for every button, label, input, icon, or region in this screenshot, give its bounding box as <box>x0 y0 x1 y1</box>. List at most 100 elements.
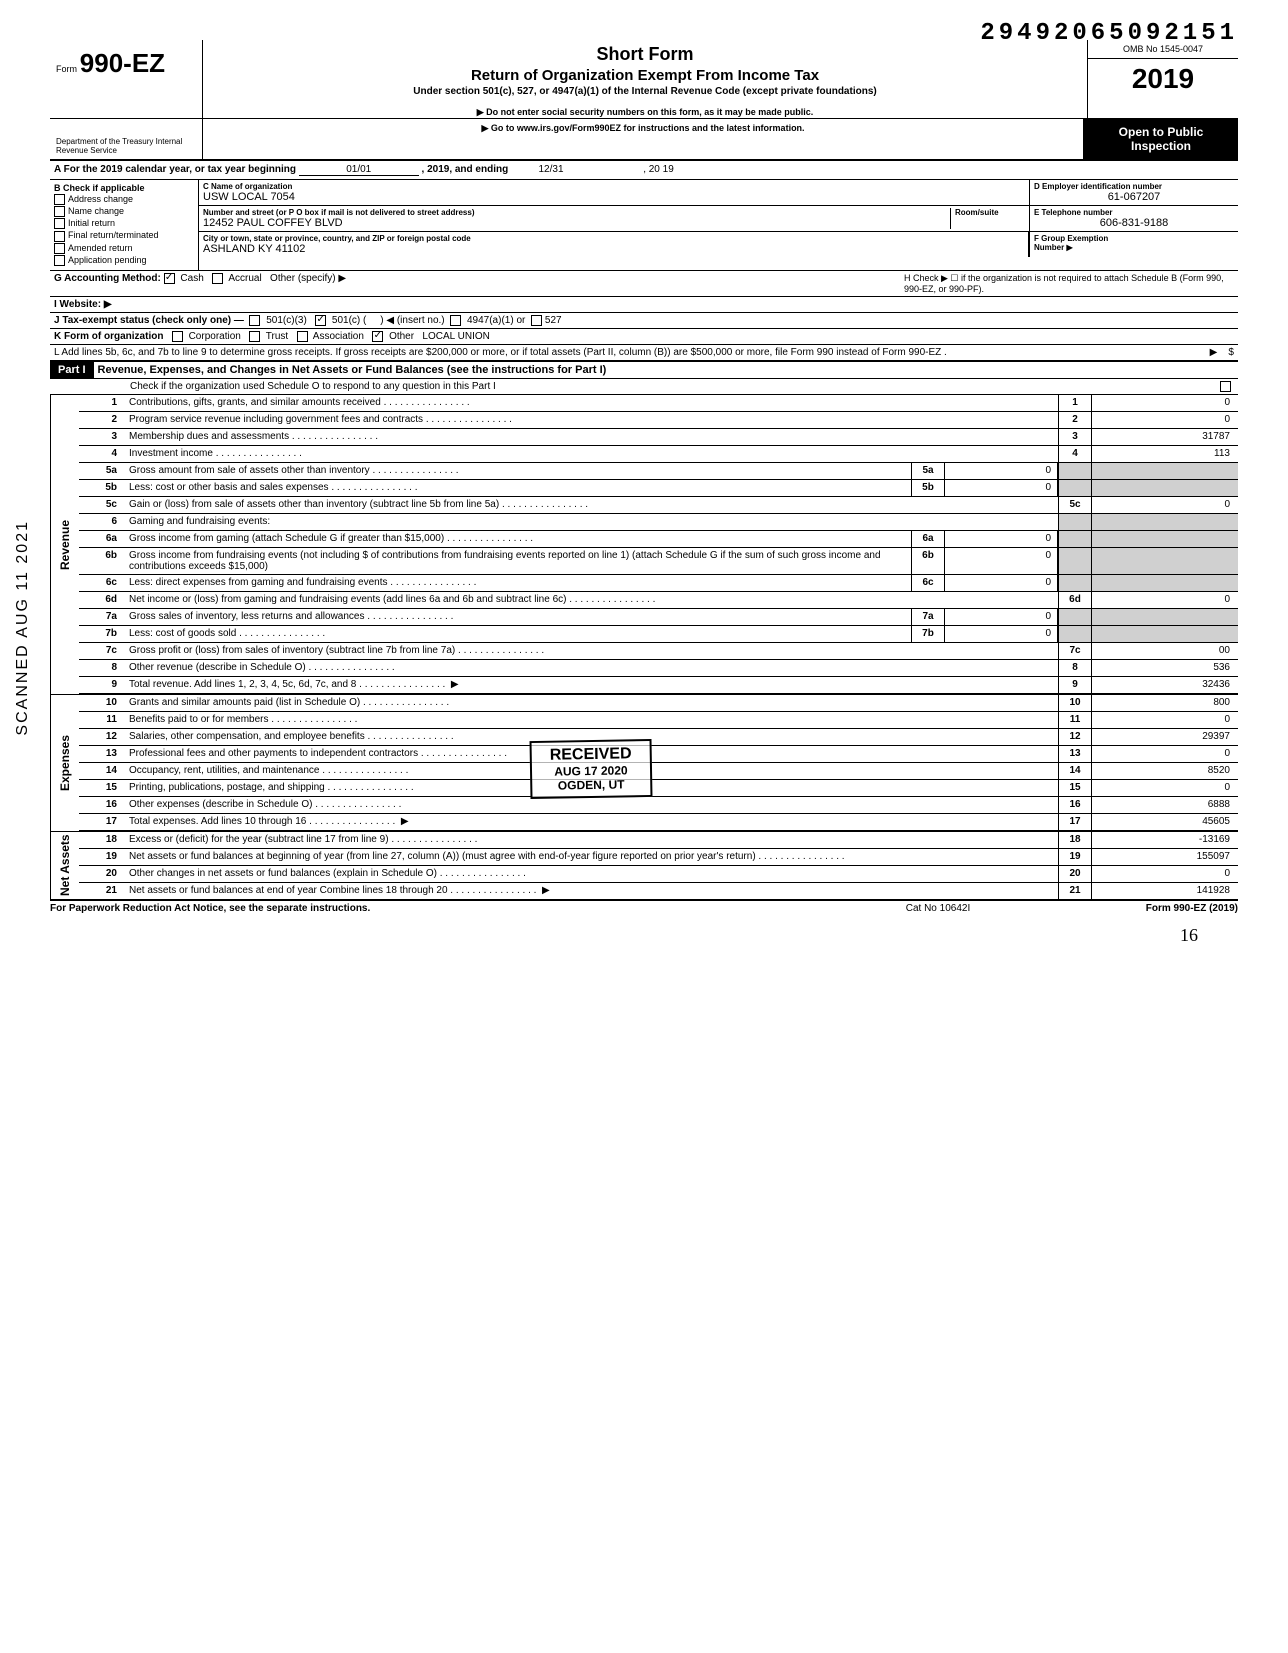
line-desc-3: Membership dues and assessments <box>125 429 1058 445</box>
line-box-num-2: 2 <box>1058 412 1092 428</box>
line-val-13[interactable]: 0 <box>1092 746 1238 762</box>
f-label2: Number ▶ <box>1034 243 1234 252</box>
line-val-2[interactable]: 0 <box>1092 412 1238 428</box>
line-val-6d[interactable]: 0 <box>1092 592 1238 608</box>
city-value[interactable]: ASHLAND KY 41102 <box>203 243 1024 255</box>
other-org-value[interactable]: LOCAL UNION <box>422 331 489 342</box>
line-mid-val-6b[interactable]: 0 <box>945 548 1058 574</box>
part1-title: Revenue, Expenses, and Changes in Net As… <box>94 362 1238 378</box>
expenses-label: Expenses <box>50 695 79 831</box>
line-num-6d: 6d <box>79 592 125 608</box>
line-desc-6d: Net income or (loss) from gaming and fun… <box>125 592 1058 608</box>
line-box-num-16: 16 <box>1058 797 1092 813</box>
ein-value[interactable]: 61-067207 <box>1034 191 1234 203</box>
line-val-4[interactable]: 113 <box>1092 446 1238 462</box>
line-val-17[interactable]: 45605 <box>1092 814 1238 830</box>
chk-schedule-o[interactable] <box>1220 381 1231 392</box>
year-begin[interactable]: 01/01 <box>299 164 419 176</box>
line-desc-18: Excess or (deficit) for the year (subtra… <box>125 832 1058 848</box>
instruction-1: ▶ Do not enter social security numbers o… <box>211 107 1079 118</box>
chk-app-pending[interactable]: Application pending <box>54 255 194 266</box>
chk-final-return[interactable]: Final return/terminated <box>54 230 194 241</box>
section-b-checkboxes: B Check if applicable Address change Nam… <box>50 180 199 270</box>
line-box-num-15: 15 <box>1058 780 1092 796</box>
chk-501c[interactable] <box>315 315 326 326</box>
line-mid-val-7a[interactable]: 0 <box>945 609 1058 625</box>
line-val-20[interactable]: 0 <box>1092 866 1238 882</box>
year-end-year[interactable]: , 20 19 <box>594 164 674 175</box>
line-num-18: 18 <box>79 832 125 848</box>
chk-assoc[interactable] <box>297 331 308 342</box>
line-val-14[interactable]: 8520 <box>1092 763 1238 779</box>
line-box-num-3: 3 <box>1058 429 1092 445</box>
year-end-month[interactable]: 12/31 <box>511 164 591 175</box>
d-label: D Employer identification number <box>1034 182 1234 191</box>
line-val-7c[interactable]: 00 <box>1092 643 1238 659</box>
row-j-tax-status: J Tax-exempt status (check only one) — 5… <box>50 313 1238 329</box>
line-num-11: 11 <box>79 712 125 728</box>
line-mid-val-7b[interactable]: 0 <box>945 626 1058 642</box>
line-val-10[interactable]: 800 <box>1092 695 1238 711</box>
line-val-15[interactable]: 0 <box>1092 780 1238 796</box>
line-num-15: 15 <box>79 780 125 796</box>
line-num-9: 9 <box>79 677 125 693</box>
line-desc-8: Other revenue (describe in Schedule O) <box>125 660 1058 676</box>
chk-corp[interactable] <box>172 331 183 342</box>
netassets-label: Net Assets <box>50 832 79 899</box>
street-value[interactable]: 12452 PAUL COFFEY BLVD <box>203 217 950 229</box>
line-mid-val-5b[interactable]: 0 <box>945 480 1058 496</box>
line-val-16[interactable]: 6888 <box>1092 797 1238 813</box>
line-box-num-18: 18 <box>1058 832 1092 848</box>
chk-accrual[interactable] <box>212 273 223 284</box>
line-box-num-9: 9 <box>1058 677 1092 693</box>
phone-value[interactable]: 606-831-9188 <box>1034 217 1234 229</box>
line-num-19: 19 <box>79 849 125 865</box>
line-box-num-10: 10 <box>1058 695 1092 711</box>
chk-cash[interactable] <box>164 273 175 284</box>
line-val-8[interactable]: 536 <box>1092 660 1238 676</box>
row-k-form-org: K Form of organization Corporation Trust… <box>50 329 1238 345</box>
line-val-3[interactable]: 31787 <box>1092 429 1238 445</box>
line-box-num-20: 20 <box>1058 866 1092 882</box>
line-mid-num-5b: 5b <box>911 480 945 496</box>
line-val-18[interactable]: -13169 <box>1092 832 1238 848</box>
chk-trust[interactable] <box>249 331 260 342</box>
line-num-16: 16 <box>79 797 125 813</box>
line-val-9[interactable]: 32436 <box>1092 677 1238 693</box>
chk-501c3[interactable] <box>249 315 260 326</box>
chk-name-change[interactable]: Name change <box>54 206 194 217</box>
inspection-label: Inspection <box>1086 139 1236 153</box>
line-desc-6c: Less: direct expenses from gaming and fu… <box>125 575 911 591</box>
line-desc-21: Net assets or fund balances at end of ye… <box>125 883 1058 899</box>
footer-form: Form 990-EZ (2019) <box>1038 903 1238 914</box>
org-name[interactable]: USW LOCAL 7054 <box>203 191 1025 203</box>
line-val-11[interactable]: 0 <box>1092 712 1238 728</box>
line-mid-val-6a[interactable]: 0 <box>945 531 1058 547</box>
line-mid-num-7b: 7b <box>911 626 945 642</box>
line-val-5c[interactable]: 0 <box>1092 497 1238 513</box>
line-val-1[interactable]: 0 <box>1092 395 1238 411</box>
line-num-5a: 5a <box>79 463 125 479</box>
part1-check: Check if the organization used Schedule … <box>50 379 1238 395</box>
chk-amended-return[interactable]: Amended return <box>54 243 194 254</box>
chk-initial-return[interactable]: Initial return <box>54 218 194 229</box>
line-num-17: 17 <box>79 814 125 830</box>
page-number-handwritten: 16 <box>1180 925 1198 946</box>
chk-other-org[interactable] <box>372 331 383 342</box>
scanned-stamp: SCANNED AUG 11 2021 <box>14 520 32 736</box>
line-box-num-5c: 5c <box>1058 497 1092 513</box>
line-mid-val-5a[interactable]: 0 <box>945 463 1058 479</box>
footer-catno: Cat No 10642I <box>838 903 1038 914</box>
line-val-19[interactable]: 155097 <box>1092 849 1238 865</box>
line-val-21[interactable]: 141928 <box>1092 883 1238 899</box>
line-mid-val-6c[interactable]: 0 <box>945 575 1058 591</box>
open-to-public: Open to Public <box>1086 125 1236 139</box>
chk-address-change[interactable]: Address change <box>54 194 194 205</box>
line-num-5c: 5c <box>79 497 125 513</box>
line-desc-7a: Gross sales of inventory, less returns a… <box>125 609 911 625</box>
line-val-12[interactable]: 29397 <box>1092 729 1238 745</box>
line-desc-10: Grants and similar amounts paid (list in… <box>125 695 1058 711</box>
line-box-num-1: 1 <box>1058 395 1092 411</box>
chk-527[interactable] <box>531 315 542 326</box>
chk-4947[interactable] <box>450 315 461 326</box>
